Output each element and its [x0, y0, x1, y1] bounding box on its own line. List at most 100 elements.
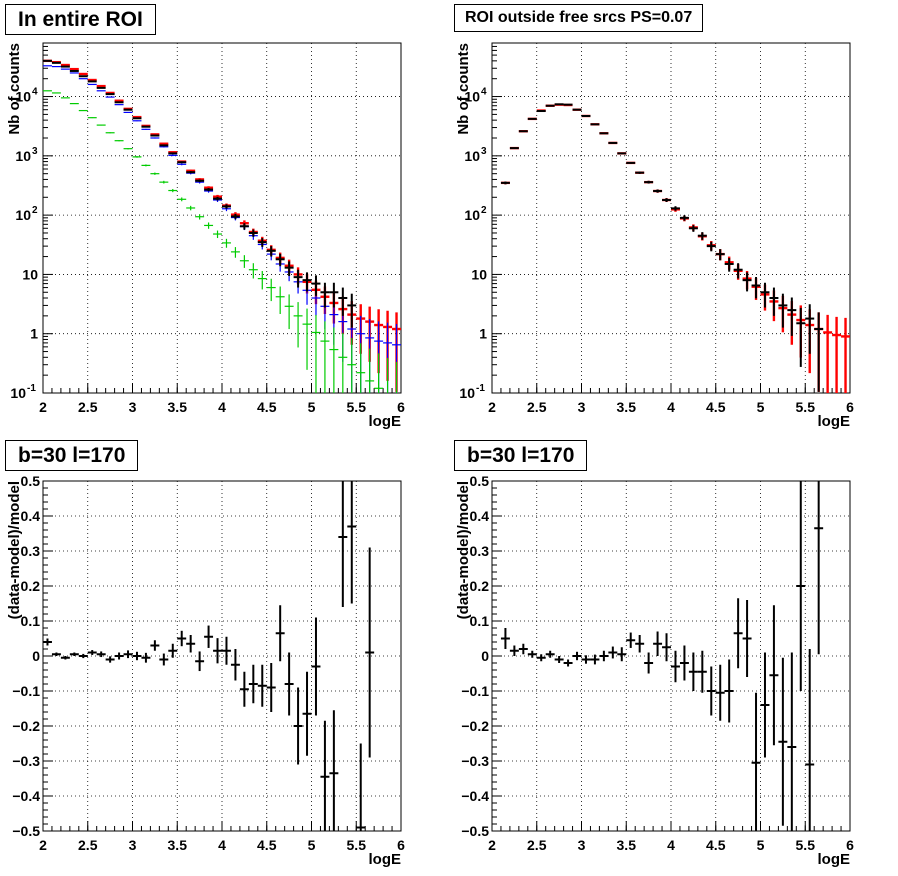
x-tick-label: 5.5: [796, 837, 816, 853]
data-point-green: [239, 255, 249, 268]
data-point-black: [150, 134, 160, 137]
data-point-black: [608, 646, 618, 659]
data-point-black: [787, 297, 797, 336]
chart-panel-4: 2 2.5 3 3.5 4 4.5 5 5.5 6 −0.5 −0.4 −0.3 −0.2 −0.1 0 0.…: [455, 473, 854, 868]
data-point-black: [302, 671, 312, 756]
x-axis-label: logE: [818, 851, 851, 868]
data-point-black: [626, 632, 636, 648]
y-tick-label: −0.2: [12, 718, 40, 734]
data-point-black: [653, 631, 663, 656]
data-point-black: [590, 654, 600, 665]
data-point-black: [814, 312, 824, 392]
data-point-black: [150, 640, 160, 651]
x-tick-label: 4.5: [706, 837, 726, 853]
data-point-black: [230, 213, 240, 220]
x-tick-label: 6: [397, 837, 405, 853]
series-black: [43, 481, 375, 831]
data-point-black: [805, 649, 815, 831]
y-axis-label: Nb of counts: [6, 43, 23, 135]
data-point-green: [150, 172, 160, 175]
data-point-black: [796, 481, 806, 691]
y-tick-label: 10: [15, 207, 31, 223]
data-point-black: [105, 656, 115, 663]
data-point-black: [527, 117, 537, 120]
y-tick-label: −0.3: [461, 753, 489, 769]
data-point-black: [132, 651, 142, 661]
data-point-green: [293, 302, 303, 348]
data-point-black: [266, 663, 276, 712]
series-red: [43, 59, 401, 392]
data-point-black: [590, 123, 600, 126]
y-tick-label: −0.1: [461, 683, 489, 699]
data-point-green: [275, 286, 285, 314]
data-point-black: [329, 282, 339, 308]
data-point-black: [679, 215, 689, 221]
data-point-black: [222, 204, 231, 209]
data-point-black: [617, 152, 627, 155]
x-tick-label: 3.5: [617, 837, 637, 853]
data-area: [500, 103, 850, 393]
data-point-black: [688, 652, 698, 691]
x-tick-label: 2.5: [527, 399, 547, 415]
panel-2-title: ROI outside free srcs PS=0.07: [454, 4, 704, 32]
data-point-black: [311, 617, 321, 716]
series-black: [500, 103, 824, 392]
y-tick-label: 1: [30, 326, 38, 342]
y-tick-exponent: 4: [481, 87, 487, 98]
x-tick-label: 3.5: [168, 837, 188, 853]
data-point-black: [222, 636, 231, 665]
x-tick-label: 3.5: [617, 399, 637, 415]
data-point-green: [123, 147, 133, 150]
data-point-black: [671, 650, 680, 683]
data-point-black: [635, 635, 645, 653]
data-point-green: [320, 321, 330, 393]
data-point-black: [724, 659, 734, 723]
data-point-black: [347, 481, 357, 604]
data-point-black: [266, 246, 276, 257]
data-point-black: [509, 645, 519, 656]
data-point-black: [715, 249, 725, 261]
data-point-green: [132, 156, 142, 158]
x-tick-label: 4: [667, 399, 675, 415]
data-point-red: [823, 314, 833, 393]
data-point-black: [168, 152, 178, 155]
x-tick-label: 5.5: [347, 399, 367, 415]
data-point-black: [114, 652, 124, 660]
data-point-black: [805, 304, 815, 354]
y-tick-exponent: -1: [476, 383, 485, 394]
x-tick-label: 4: [667, 837, 675, 853]
data-point-black: [733, 263, 743, 279]
x-tick-label: 2.5: [527, 837, 547, 853]
data-area: [43, 481, 375, 831]
data-point-black: [509, 147, 519, 150]
x-tick-label: 4: [218, 837, 226, 853]
data-point-green: [356, 343, 366, 393]
data-point-blue: [150, 137, 160, 139]
data-point-black: [671, 206, 680, 211]
data-point-green: [386, 357, 389, 393]
data-point-black: [338, 481, 348, 607]
data-point-green: [311, 314, 321, 393]
data-point-black: [563, 659, 573, 667]
data-point-green: [347, 337, 357, 393]
y-tick-label: 10: [459, 385, 475, 401]
data-point-black: [769, 605, 779, 746]
data-point-black: [751, 276, 761, 299]
data-point-black: [78, 653, 88, 659]
data-point-black: [760, 652, 770, 758]
data-point-black: [311, 275, 321, 296]
data-point-green: [338, 332, 348, 393]
data-point-black: [204, 188, 214, 192]
y-tick-label: −0.3: [12, 753, 40, 769]
x-tick-label: 3: [578, 837, 586, 853]
data-point-black: [536, 110, 546, 113]
y-tick-label: 0: [32, 648, 40, 664]
data-point-black: [697, 232, 707, 240]
data-point-black: [365, 547, 375, 758]
data-point-green: [87, 117, 97, 119]
data-point-green: [69, 103, 79, 105]
y-tick-label: −0.2: [461, 718, 489, 734]
y-tick-label: 0.3: [470, 543, 490, 559]
data-point-black: [644, 652, 654, 674]
